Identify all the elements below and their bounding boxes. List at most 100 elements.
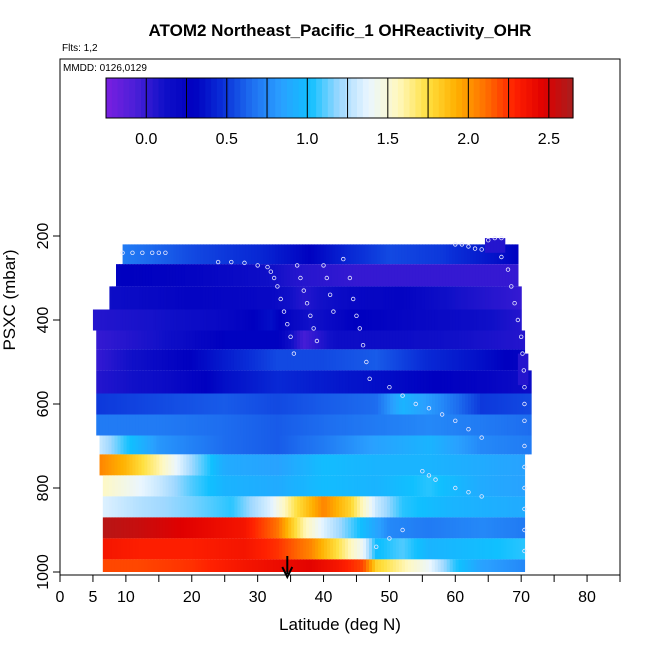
heatmap-cell	[461, 559, 466, 572]
heatmap-cell	[170, 244, 175, 265]
heatmap-cell	[189, 330, 193, 350]
heatmap-cell	[249, 393, 253, 415]
heatmap-cell	[330, 538, 334, 560]
heatmap-cell	[506, 309, 510, 331]
heatmap-cell	[308, 244, 312, 265]
heatmap-cell	[441, 414, 445, 436]
heatmap-cell	[185, 244, 190, 265]
flight-track-dot	[509, 284, 514, 289]
heatmap-cell	[369, 393, 373, 415]
heatmap-cell	[213, 559, 218, 572]
heatmap-cell	[306, 414, 310, 436]
heatmap-cell	[464, 538, 469, 560]
flight-track-dot	[492, 235, 498, 241]
heatmap-cell	[494, 286, 498, 310]
heatmap-cell	[198, 330, 202, 350]
heatmap-cell	[500, 349, 505, 371]
heatmap-cell	[180, 538, 185, 560]
heatmap-cell	[476, 517, 481, 539]
heatmap-cell	[233, 309, 238, 331]
heatmap-cell	[266, 349, 271, 371]
heatmap-cell	[317, 309, 322, 331]
heatmap-cell	[317, 330, 322, 350]
heatmap-cell	[389, 244, 393, 265]
heatmap-cell	[213, 454, 217, 476]
heatmap-cell	[135, 435, 140, 455]
heatmap-cell	[138, 330, 142, 350]
heatmap-cell	[472, 244, 477, 265]
heatmap-cell	[444, 414, 448, 436]
heatmap-cell	[180, 496, 185, 518]
heatmap-cell	[242, 349, 247, 371]
heatmap-cell	[183, 517, 188, 539]
heatmap-cell	[438, 393, 442, 415]
heatmap-cell	[177, 517, 182, 539]
heatmap-cell	[450, 370, 454, 394]
heatmap-cell	[159, 496, 164, 518]
heatmap-cell	[390, 435, 394, 455]
heatmap-cell	[419, 496, 424, 518]
flight-track-dot	[505, 267, 511, 272]
heatmap-cell	[422, 309, 426, 331]
heatmap-cell	[204, 393, 208, 415]
heatmap-cell	[268, 264, 273, 287]
heatmap-cell	[234, 559, 238, 572]
heatmap-cell	[398, 517, 403, 539]
heatmap-cell	[153, 559, 158, 572]
colorbar-swatch	[158, 78, 165, 118]
colorbar-swatch	[135, 78, 142, 118]
heatmap-cell	[481, 244, 486, 265]
heatmap-cell	[377, 538, 382, 560]
heatmap-cell	[281, 349, 286, 371]
heatmap-cell	[485, 475, 490, 497]
heatmap-cell	[282, 414, 286, 436]
heatmap-cell	[174, 330, 178, 350]
heatmap-cell	[126, 475, 131, 497]
heatmap-cell	[306, 559, 310, 572]
heatmap-cell	[413, 454, 418, 476]
x-tick-label: 10	[117, 589, 135, 606]
heatmap-cell	[357, 393, 361, 415]
heatmap-cell	[455, 559, 460, 572]
heatmap-cell	[254, 330, 259, 350]
heatmap-cell	[334, 264, 339, 287]
heatmap-cell	[512, 454, 517, 476]
heatmap-cell	[404, 349, 409, 371]
heatmap-cell	[123, 370, 127, 394]
heatmap-cell	[255, 496, 259, 518]
heatmap-cell	[153, 475, 158, 497]
heatmap-cell	[306, 393, 310, 415]
heatmap-cell	[168, 517, 173, 539]
heatmap-cell	[482, 349, 487, 371]
heatmap-cell	[449, 286, 453, 310]
heatmap-cell	[311, 330, 316, 350]
heatmap-cell	[440, 330, 445, 350]
x-tick-label: 20	[183, 589, 201, 606]
heatmap-cell	[216, 435, 220, 455]
heatmap-cell	[285, 393, 289, 415]
heatmap-cell	[452, 475, 457, 497]
heatmap-cell	[207, 538, 212, 560]
heatmap-cell	[321, 517, 325, 539]
heatmap-cell	[386, 454, 391, 476]
heatmap-cell	[264, 517, 268, 539]
heatmap-cell	[350, 330, 355, 350]
heatmap-cell	[462, 370, 466, 394]
heatmap-cell	[273, 538, 277, 560]
heatmap-cell	[291, 538, 295, 560]
heatmap-cell	[133, 286, 138, 310]
heatmap-cell	[217, 286, 222, 310]
heatmap-cell	[354, 538, 358, 560]
heatmap-cell	[350, 244, 354, 265]
heatmap-cell	[261, 454, 265, 476]
heatmap-cell	[429, 414, 433, 436]
heatmap-cell	[476, 496, 481, 518]
heatmap-cell	[395, 244, 399, 265]
heatmap-cell	[282, 393, 286, 415]
heatmap-cell	[143, 244, 148, 265]
heatmap-cell	[202, 264, 207, 287]
heatmap-cell	[263, 330, 268, 350]
colorbar-swatch	[298, 78, 306, 118]
heatmap-cell	[249, 454, 253, 476]
heatmap-cell	[223, 264, 228, 287]
